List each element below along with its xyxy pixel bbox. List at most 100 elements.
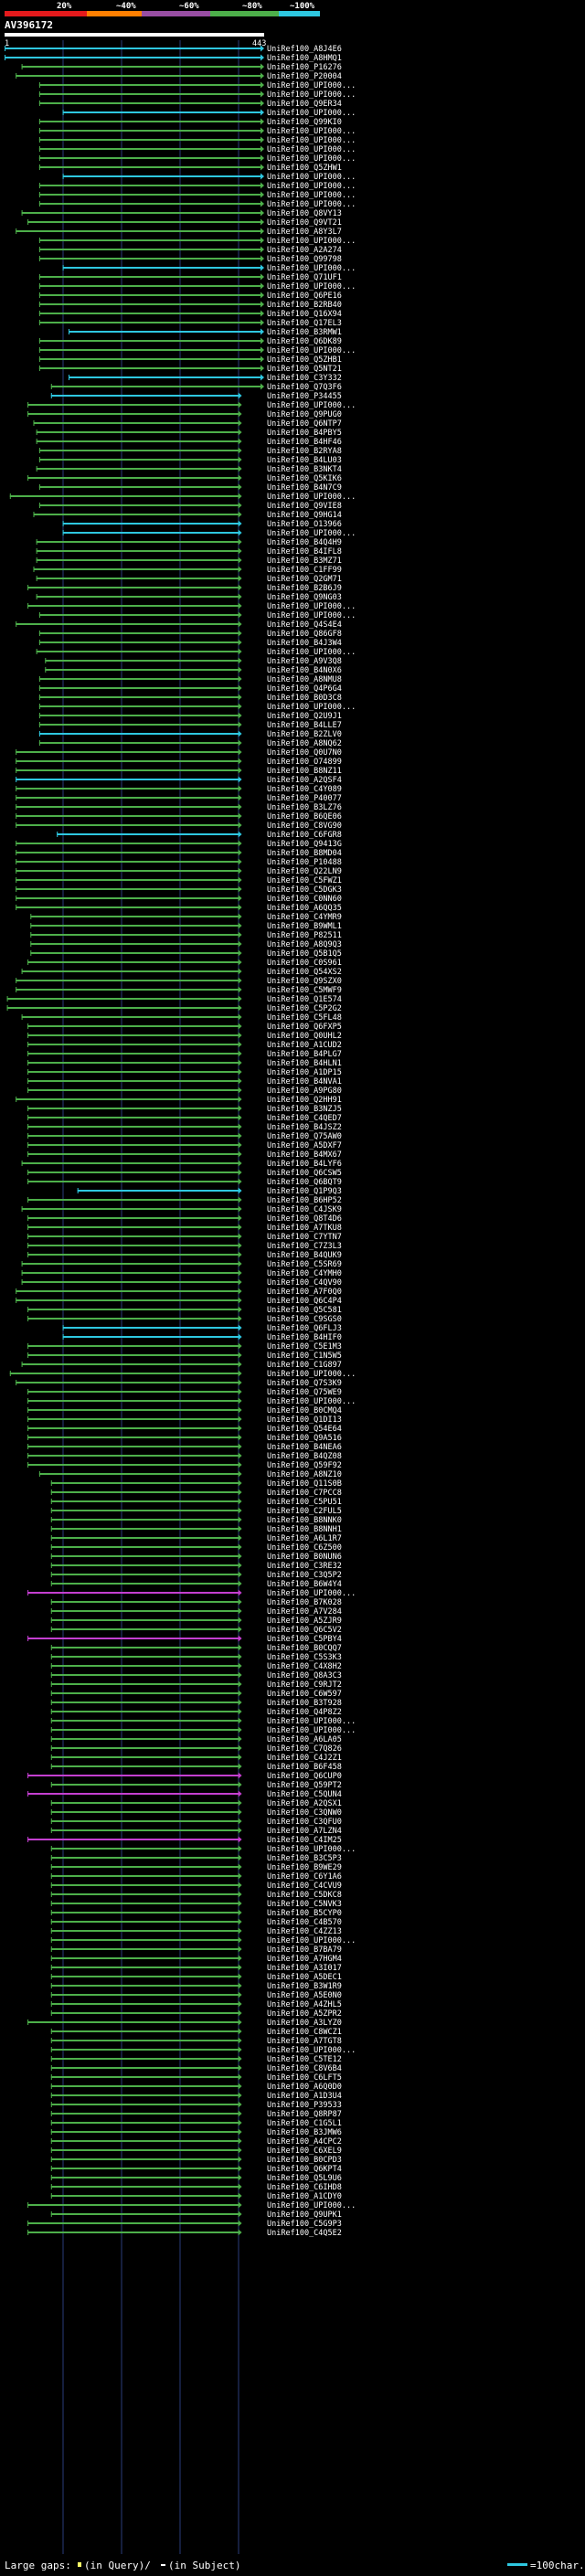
hit-label[interactable]: UniRef100_A5DEC1 bbox=[267, 1973, 342, 1982]
hit-row[interactable]: UniRef100_Q2GM71 bbox=[36, 575, 342, 584]
hit-label[interactable]: UniRef100_UPI000... bbox=[267, 1726, 356, 1735]
hit-bar[interactable] bbox=[16, 989, 239, 991]
hit-row[interactable]: UniRef100_Q1P9Q3 bbox=[77, 1187, 342, 1196]
hit-bar[interactable] bbox=[16, 897, 239, 899]
hit-label[interactable]: UniRef100_Q6BQT9 bbox=[267, 1178, 342, 1187]
hit-bar[interactable] bbox=[50, 1756, 239, 1758]
hit-label[interactable]: UniRef100_C6XEL9 bbox=[267, 2147, 342, 2156]
hit-label[interactable]: UniRef100_UPI000... bbox=[267, 90, 356, 100]
hit-label[interactable]: UniRef100_B6QE06 bbox=[267, 812, 342, 822]
hit-row[interactable]: UniRef100_B4LYF6 bbox=[21, 1160, 342, 1169]
hit-label[interactable]: UniRef100_C3Q5P2 bbox=[267, 1571, 342, 1580]
hit-row[interactable]: UniRef100_B2RB40 bbox=[38, 301, 342, 310]
hit-label[interactable]: UniRef100_C4X8H2 bbox=[267, 1662, 342, 1671]
hit-label[interactable]: UniRef100_UPI000... bbox=[267, 1936, 356, 1945]
hit-bar[interactable] bbox=[50, 1747, 239, 1749]
hit-bar[interactable] bbox=[50, 1555, 239, 1557]
hit-label[interactable]: UniRef100_Q4S4E4 bbox=[267, 620, 342, 630]
hit-bar[interactable] bbox=[16, 888, 239, 890]
hit-bar[interactable] bbox=[27, 1309, 239, 1310]
hit-row[interactable]: UniRef100_A7V284 bbox=[50, 1607, 342, 1617]
hit-row[interactable]: UniRef100_C6XEL9 bbox=[50, 2147, 342, 2156]
hit-bar[interactable] bbox=[16, 815, 239, 817]
hit-label[interactable]: UniRef100_A6L1R7 bbox=[267, 1534, 342, 1543]
hit-label[interactable]: UniRef100_Q6DK89 bbox=[267, 337, 342, 346]
hit-row[interactable]: UniRef100_UPI000... bbox=[9, 1370, 356, 1379]
hit-label[interactable]: UniRef100_P10488 bbox=[267, 858, 342, 867]
hit-row[interactable]: UniRef100_Q75WE9 bbox=[27, 1388, 342, 1397]
hit-row[interactable]: UniRef100_C8WCZ1 bbox=[50, 2028, 342, 2037]
hit-bar[interactable] bbox=[50, 1893, 239, 1895]
hit-row[interactable]: UniRef100_Q54E64 bbox=[27, 1425, 342, 1434]
hit-row[interactable]: UniRef100_A1DP15 bbox=[27, 1068, 342, 1077]
hit-bar[interactable] bbox=[69, 331, 261, 333]
hit-label[interactable]: UniRef100_UPI000... bbox=[267, 346, 356, 355]
hit-bar[interactable] bbox=[27, 1446, 239, 1447]
hit-bar[interactable] bbox=[16, 797, 239, 799]
hit-bar[interactable] bbox=[50, 1519, 239, 1521]
hit-row[interactable]: UniRef100_A5DEC1 bbox=[50, 1973, 342, 1982]
hit-bar[interactable] bbox=[16, 980, 239, 981]
hit-bar[interactable] bbox=[50, 2030, 239, 2032]
hit-bar[interactable] bbox=[16, 870, 239, 872]
hit-label[interactable]: UniRef100_Q2HH91 bbox=[267, 1096, 342, 1105]
hit-label[interactable]: UniRef100_Q9413G bbox=[267, 840, 342, 849]
hit-bar[interactable] bbox=[36, 550, 239, 552]
hit-row[interactable]: UniRef100_Q5ZHB1 bbox=[38, 355, 342, 365]
hit-label[interactable]: UniRef100_Q6PE16 bbox=[267, 292, 342, 301]
hit-row[interactable]: UniRef100_A1CDY0 bbox=[50, 2192, 342, 2201]
hit-label[interactable]: UniRef100_B8NNK0 bbox=[267, 1516, 342, 1525]
hit-label[interactable]: UniRef100_Q71UF1 bbox=[267, 273, 342, 282]
hit-label[interactable]: UniRef100_Q5B1Q5 bbox=[267, 949, 342, 959]
hit-row[interactable]: UniRef100_Q6CUP0 bbox=[27, 1772, 342, 1781]
hit-bar[interactable] bbox=[50, 2049, 239, 2051]
hit-row[interactable]: UniRef100_A8NZ10 bbox=[38, 1470, 342, 1479]
hit-row[interactable]: UniRef100_B4MX67 bbox=[27, 1150, 342, 1160]
hit-bar[interactable] bbox=[50, 2076, 239, 2078]
hit-row[interactable]: UniRef100_Q5C581 bbox=[27, 1306, 342, 1315]
hit-bar[interactable] bbox=[38, 121, 262, 122]
hit-row[interactable]: UniRef100_C7YTN7 bbox=[27, 1233, 342, 1242]
hit-label[interactable]: UniRef100_B4MX67 bbox=[267, 1150, 342, 1160]
hit-label[interactable]: UniRef100_Q2U9J1 bbox=[267, 712, 342, 721]
hit-label[interactable]: UniRef100_B0CPD3 bbox=[267, 2156, 342, 2165]
hit-row[interactable]: UniRef100_Q9ER34 bbox=[38, 100, 342, 109]
hit-row[interactable]: UniRef100_C5FWZ1 bbox=[16, 876, 342, 885]
hit-label[interactable]: UniRef100_UPI000... bbox=[267, 1845, 356, 1854]
hit-bar[interactable] bbox=[16, 760, 239, 762]
hit-row[interactable]: UniRef100_P40077 bbox=[16, 794, 342, 803]
hit-label[interactable]: UniRef100_B3RMW1 bbox=[267, 328, 342, 337]
hit-row[interactable]: UniRef100_C4J2Z1 bbox=[50, 1754, 342, 1763]
hit-bar[interactable] bbox=[50, 2140, 239, 2142]
hit-row[interactable]: UniRef100_Q16X94 bbox=[38, 310, 342, 319]
hit-bar[interactable] bbox=[50, 1729, 239, 1731]
hit-row[interactable]: UniRef100_Q6CSW5 bbox=[27, 1169, 342, 1178]
hit-bar[interactable] bbox=[62, 111, 261, 113]
hit-label[interactable]: UniRef100_Q99798 bbox=[267, 255, 342, 264]
hit-label[interactable]: UniRef100_C5FL48 bbox=[267, 1013, 342, 1023]
hit-bar[interactable] bbox=[38, 203, 262, 205]
hit-row[interactable]: UniRef100_C6Z500 bbox=[50, 1543, 342, 1553]
hit-label[interactable]: UniRef100_Q6C4P4 bbox=[267, 1297, 342, 1306]
hit-row[interactable]: UniRef100_A5DXF7 bbox=[27, 1141, 342, 1150]
hit-row[interactable]: UniRef100_Q5KIK6 bbox=[27, 474, 342, 483]
hit-bar[interactable] bbox=[50, 2113, 239, 2115]
hit-label[interactable]: UniRef100_B3NKT4 bbox=[267, 465, 342, 474]
hit-label[interactable]: UniRef100_B6HP52 bbox=[267, 1196, 342, 1205]
hit-bar[interactable] bbox=[27, 1226, 239, 1228]
hit-bar[interactable] bbox=[50, 1939, 239, 1941]
hit-row[interactable]: UniRef100_B4NEA6 bbox=[27, 1443, 342, 1452]
hit-label[interactable]: UniRef100_Q6FXP5 bbox=[267, 1023, 342, 1032]
hit-label[interactable]: UniRef100_B4IFL8 bbox=[267, 547, 342, 557]
hit-row[interactable]: UniRef100_Q9PUG0 bbox=[27, 410, 342, 419]
hit-row[interactable]: UniRef100_C4QV90 bbox=[21, 1278, 342, 1288]
hit-bar[interactable] bbox=[38, 358, 262, 360]
hit-label[interactable]: UniRef100_Q4P8Z2 bbox=[267, 1708, 342, 1717]
hit-row[interactable]: UniRef100_O74899 bbox=[16, 758, 342, 767]
hit-bar[interactable] bbox=[50, 1711, 239, 1712]
hit-bar[interactable] bbox=[38, 742, 239, 744]
hit-label[interactable]: UniRef100_Q2GM71 bbox=[267, 575, 342, 584]
hit-bar[interactable] bbox=[33, 514, 239, 515]
hit-bar[interactable] bbox=[27, 1053, 239, 1055]
hit-row[interactable]: UniRef100_C5E1M3 bbox=[27, 1342, 342, 1352]
